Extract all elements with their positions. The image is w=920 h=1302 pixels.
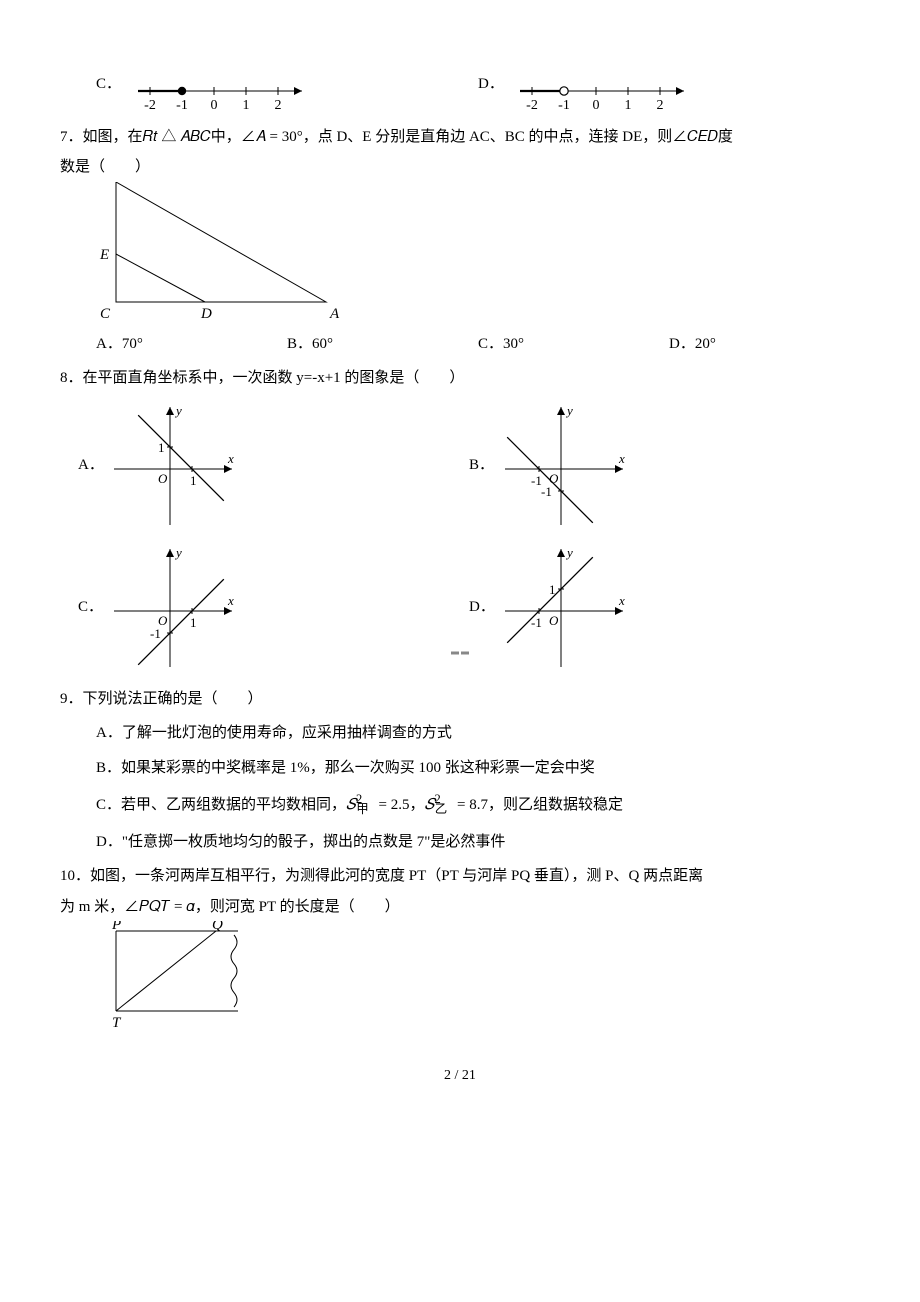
numberline-d: -2 -1 0 1 2 [508, 73, 698, 117]
q7-opt-a: A．70° [96, 330, 287, 359]
center-mark-icon [451, 649, 469, 657]
q7-text: 如图，在𝑅𝑡 △ 𝐴𝐵𝐶中，∠𝐴 = 30°，点 D、E 分别是直角边 AC、B… [83, 129, 733, 145]
svg-text:1: 1 [625, 98, 632, 113]
q9c-eq2: = 8.7，则乙组数据较稳定 [453, 797, 623, 813]
svg-text:-1: -1 [150, 626, 161, 641]
q7-triangle: BECDA [96, 182, 346, 330]
page-number: 2 / 21 [60, 1063, 860, 1090]
q7-options: A．70° B．60° C．30° D．20° [60, 330, 860, 359]
svg-text:O: O [549, 613, 559, 628]
q10-text2: 为 m 米，∠𝑃𝑄𝑇 = 𝛼，则河宽 PT 的长度是（ ） [60, 893, 860, 922]
q9c-s2: 𝑆 [425, 797, 435, 813]
q8-graph-c: xyO1-1 [108, 543, 238, 673]
q9-opt-b: B．如果某彩票的中奖概率是 1%，那么一次购买 100 张这种彩票一定会中奖 [96, 754, 860, 783]
q9-opt-c: C．若甲、乙两组数据的平均数相同，𝑆2甲 = 2.5，𝑆2乙 = 8.7，则乙组… [96, 788, 860, 822]
q9c-sub1: 甲 [356, 802, 369, 816]
option-c-label: C． [96, 70, 126, 117]
q10-figure-wrap: P Q T [60, 921, 860, 1033]
q8-graph-d: x y O -1 1 [499, 543, 629, 673]
q7-text2: 数是（ ） [60, 153, 860, 182]
question-9: 9．下列说法正确的是（ ） [60, 685, 860, 714]
svg-text:x: x [227, 451, 234, 466]
q8-opt-b-cell: B． xyO-1-1 [469, 395, 860, 537]
q7-figure-wrap: BECDA [60, 182, 860, 330]
q9c-s1: 𝑆 [346, 797, 356, 813]
svg-text:Q: Q [212, 921, 223, 933]
option-c-cell: C． -2 -1 0 1 2 [96, 70, 478, 117]
question-7: 7．如图，在𝑅𝑡 △ 𝐴𝐵𝐶中，∠𝐴 = 30°，点 D、E 分别是直角边 AC… [60, 123, 860, 152]
q8-opt-c-label: C． [78, 593, 108, 622]
q8-opt-a-cell: A． x y O 1 1 [78, 395, 469, 537]
q7-opt-d: D．20° [669, 330, 860, 359]
q8-text: 在平面直角坐标系中，一次函数 y=-x+1 的图象是（ ） [83, 370, 465, 386]
svg-text:x: x [618, 593, 625, 608]
svg-text:y: y [174, 545, 182, 560]
svg-text:1: 1 [549, 582, 556, 597]
q9-options: A．了解一批灯泡的使用寿命，应采用抽样调查的方式 B．如果某彩票的中奖概率是 1… [60, 719, 860, 856]
q8-opt-d-label: D． [469, 593, 499, 622]
q8-opt-a-label: A． [78, 451, 108, 480]
svg-text:2: 2 [657, 98, 664, 113]
svg-text:-2: -2 [144, 98, 156, 113]
q10-figure: P Q T [96, 921, 256, 1033]
q8-opt-b-label: B． [469, 451, 499, 480]
svg-text:-1: -1 [531, 615, 542, 630]
question-8: 8．在平面直角坐标系中，一次函数 y=-x+1 的图象是（ ） [60, 364, 860, 393]
numberline-c: -2 -1 0 1 2 [126, 73, 316, 117]
svg-text:0: 0 [211, 98, 218, 113]
numberline-options: C． -2 -1 0 1 2 D． -2 -1 0 1 2 [60, 70, 860, 117]
q9-opt-a: A．了解一批灯泡的使用寿命，应采用抽样调查的方式 [96, 719, 860, 748]
svg-text:1: 1 [190, 473, 197, 488]
q9-text: 下列说法正确的是（ ） [83, 691, 263, 707]
svg-text:y: y [565, 545, 573, 560]
q8-graph-b: xyO-1-1 [499, 401, 629, 531]
svg-text:1: 1 [190, 615, 197, 630]
svg-text:T: T [112, 1015, 122, 1031]
q7-opt-b: B．60° [287, 330, 478, 359]
q8-opt-d-cell: D． x y O -1 1 [469, 537, 860, 679]
svg-text:-1: -1 [176, 98, 188, 113]
q7-opt-c: C．30° [478, 330, 669, 359]
svg-text:1: 1 [243, 98, 250, 113]
q10-text1: 如图，一条河两岸互相平行，为测得此河的宽度 PT（PT 与河岸 PQ 垂直），测… [90, 868, 703, 884]
q8-opt-c-cell: C． xyO1-1 [78, 537, 469, 679]
svg-text:P: P [111, 921, 121, 933]
svg-text:y: y [174, 403, 182, 418]
q9c-pre: C．若甲、乙两组数据的平均数相同， [96, 797, 346, 813]
q8-graph-a: x y O 1 1 [108, 401, 238, 531]
svg-text:D: D [200, 306, 212, 322]
q10-number: 10． [60, 868, 90, 884]
svg-text:2: 2 [275, 98, 282, 113]
q9c-sub2: 乙 [435, 802, 448, 816]
option-d-label: D． [478, 70, 508, 117]
option-d-cell: D． -2 -1 0 1 2 [478, 70, 860, 117]
svg-text:C: C [100, 306, 111, 322]
q7-number: 7． [60, 129, 83, 145]
svg-text:E: E [99, 247, 109, 263]
svg-text:-2: -2 [526, 98, 538, 113]
svg-text:O: O [158, 471, 168, 486]
svg-text:y: y [565, 403, 573, 418]
svg-text:0: 0 [593, 98, 600, 113]
q8-options: A． x y O 1 1 B． x y O -1 -1 C． x y O 1 -1 D． x y O -1 1 [60, 395, 860, 679]
svg-text:x: x [618, 451, 625, 466]
q9-number: 9． [60, 691, 83, 707]
svg-text:1: 1 [158, 440, 165, 455]
svg-text:x: x [227, 593, 234, 608]
svg-text:-1: -1 [558, 98, 570, 113]
q9-opt-d: D．"任意掷一枚质地均匀的骰子，掷出的点数是 7"是必然事件 [96, 828, 860, 857]
question-10: 10．如图，一条河两岸互相平行，为测得此河的宽度 PT（PT 与河岸 PQ 垂直… [60, 862, 860, 891]
q9c-eq1: = 2.5， [375, 797, 425, 813]
svg-text:-1: -1 [541, 484, 552, 499]
svg-text:A: A [329, 306, 340, 322]
q8-number: 8． [60, 370, 83, 386]
